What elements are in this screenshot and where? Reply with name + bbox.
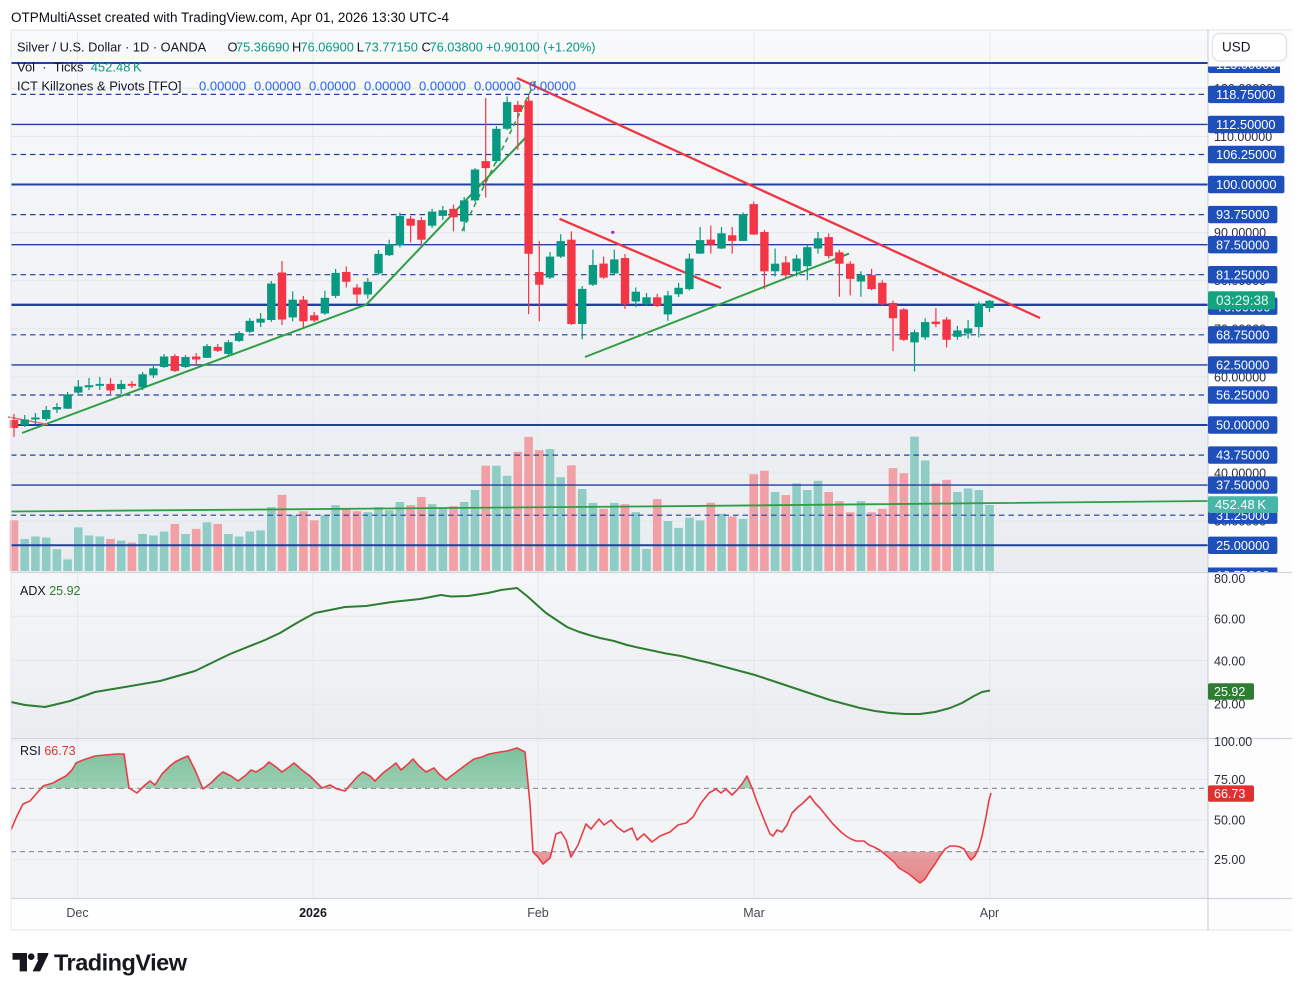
svg-text:62.50000: 62.50000 [1216, 358, 1269, 373]
svg-text:100.00: 100.00 [1214, 735, 1252, 749]
svg-text:Apr: Apr [980, 906, 999, 920]
svg-text:0.00000: 0.00000 [199, 79, 246, 94]
svg-text:60.00000: 60.00000 [1214, 370, 1266, 384]
svg-text:112.50000: 112.50000 [1216, 117, 1276, 132]
svg-text:25.00: 25.00 [1214, 853, 1245, 867]
svg-text:25.92: 25.92 [1214, 685, 1245, 699]
svg-text:0.00000: 0.00000 [309, 79, 356, 94]
svg-text:O: O [228, 40, 238, 55]
svg-text:76.03800: 76.03800 [430, 40, 483, 55]
svg-text:0.00000: 0.00000 [254, 79, 301, 94]
svg-text:ADX 25.92: ADX 25.92 [20, 584, 81, 598]
svg-text:452.48 K: 452.48 K [1215, 497, 1266, 512]
svg-text:60.00: 60.00 [1214, 613, 1245, 627]
svg-text:68.75000: 68.75000 [1216, 327, 1269, 342]
svg-text:Dec: Dec [66, 906, 88, 920]
svg-text:0.00000: 0.00000 [364, 79, 411, 94]
svg-text:43.75000: 43.75000 [1216, 448, 1269, 463]
svg-text:USD: USD [1222, 40, 1251, 55]
svg-text:80.00: 80.00 [1214, 572, 1245, 586]
svg-text:Silver / U.S. Dollar · 1D · OA: Silver / U.S. Dollar · 1D · OANDA [17, 40, 207, 55]
svg-text:0.00000: 0.00000 [529, 79, 576, 94]
svg-text:OTPMultiAsset created with Tra: OTPMultiAsset created with TradingView.c… [11, 10, 449, 25]
svg-text:0.00000: 0.00000 [419, 79, 466, 94]
svg-text:66.73: 66.73 [1214, 787, 1245, 801]
svg-text:50.00: 50.00 [1214, 814, 1245, 828]
svg-text:37.50000: 37.50000 [1216, 478, 1269, 493]
svg-text:Vol · Ticks 452.48 K: Vol · Ticks 452.48 K [17, 60, 142, 75]
svg-text:Mar: Mar [743, 906, 765, 920]
svg-text:18.75000: 18.75000 [1216, 568, 1269, 583]
svg-text:75.00: 75.00 [1214, 773, 1245, 787]
svg-text:40.00: 40.00 [1214, 655, 1245, 669]
svg-text:RSI 66.73: RSI 66.73 [20, 744, 76, 758]
svg-text:H: H [292, 40, 301, 55]
svg-text:03:29:38: 03:29:38 [1216, 293, 1269, 308]
svg-text:L: L [357, 40, 364, 55]
svg-text:56.25000: 56.25000 [1216, 388, 1269, 403]
svg-text:Feb: Feb [527, 906, 549, 920]
svg-text:C: C [422, 40, 431, 55]
svg-text:81.25000: 81.25000 [1216, 267, 1269, 282]
svg-text:50.00000: 50.00000 [1216, 418, 1269, 433]
svg-text:87.50000: 87.50000 [1216, 237, 1269, 252]
svg-text:93.75000: 93.75000 [1216, 207, 1269, 222]
svg-text:76.06900: 76.06900 [301, 40, 354, 55]
svg-text:ICT Killzones & Pivots [TFO]: ICT Killzones & Pivots [TFO] [17, 79, 181, 94]
svg-text:106.25000: 106.25000 [1216, 147, 1277, 162]
svg-text:110.00000: 110.00000 [1214, 130, 1272, 144]
svg-text:0.00000: 0.00000 [474, 79, 521, 94]
svg-text:75.36690: 75.36690 [236, 40, 289, 55]
svg-text:2026: 2026 [299, 906, 327, 920]
svg-text:73.77150: 73.77150 [365, 40, 418, 55]
svg-text:125.00000: 125.00000 [1216, 57, 1277, 72]
svg-text:TradingView: TradingView [54, 950, 188, 976]
svg-text:25.00000: 25.00000 [1216, 538, 1269, 553]
svg-text:100.00000: 100.00000 [1216, 177, 1277, 192]
svg-text:118.75000: 118.75000 [1216, 87, 1276, 102]
svg-text:20.00: 20.00 [1214, 698, 1245, 712]
svg-text:+0.90100 (+1.20%): +0.90100 (+1.20%) [486, 40, 596, 55]
